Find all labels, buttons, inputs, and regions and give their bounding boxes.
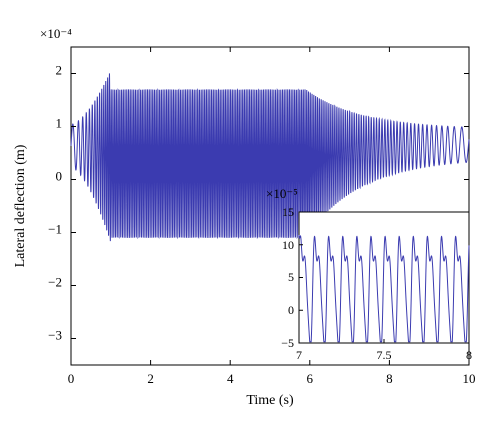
inset-x-tick-label-7-5: 7.5 bbox=[377, 348, 392, 362]
inset-y-tick-label-10: 10 bbox=[282, 238, 294, 252]
y-tick-label-0: 0 bbox=[56, 169, 63, 184]
x-tick-label-8: 8 bbox=[386, 371, 393, 386]
inset-y-tick-label-15: 15 bbox=[282, 205, 294, 219]
y-exponent-label: ×10⁻⁴ bbox=[40, 26, 72, 41]
y-tick-label-neg1: −1 bbox=[48, 222, 62, 237]
inset-series-line bbox=[298, 234, 470, 343]
inset-plot-frame bbox=[298, 211, 470, 344]
main-series-line bbox=[70, 73, 470, 242]
x-tick-label-4: 4 bbox=[227, 371, 234, 386]
inset-x-tick-label-7: 7 bbox=[296, 348, 302, 362]
inset-x-tick-label-8: 8 bbox=[466, 348, 472, 362]
inset-y-tick-label-neg5: −5 bbox=[281, 336, 294, 350]
y-axis-title: Lateral deflection (m) bbox=[13, 144, 28, 267]
x-tick-label-2: 2 bbox=[147, 371, 154, 386]
x-tick-label-10: 10 bbox=[463, 371, 476, 386]
y-tick-label-neg2: −2 bbox=[48, 275, 62, 290]
y-tick-label-neg3: −3 bbox=[48, 328, 62, 343]
inset-y-tick-label-0: 0 bbox=[288, 303, 294, 317]
x-tick-label-0: 0 bbox=[68, 371, 75, 386]
inset-y-exponent-label: ×10⁻⁵ bbox=[266, 186, 298, 201]
x-tick-label-6: 6 bbox=[307, 371, 314, 386]
x-axis-title: Time (s) bbox=[246, 393, 294, 408]
inset-ticks bbox=[298, 211, 470, 344]
y-tick-label-2: 2 bbox=[56, 63, 63, 78]
inset-y-tick-label-5: 5 bbox=[288, 270, 294, 284]
y-tick-label-1: 1 bbox=[56, 116, 63, 131]
